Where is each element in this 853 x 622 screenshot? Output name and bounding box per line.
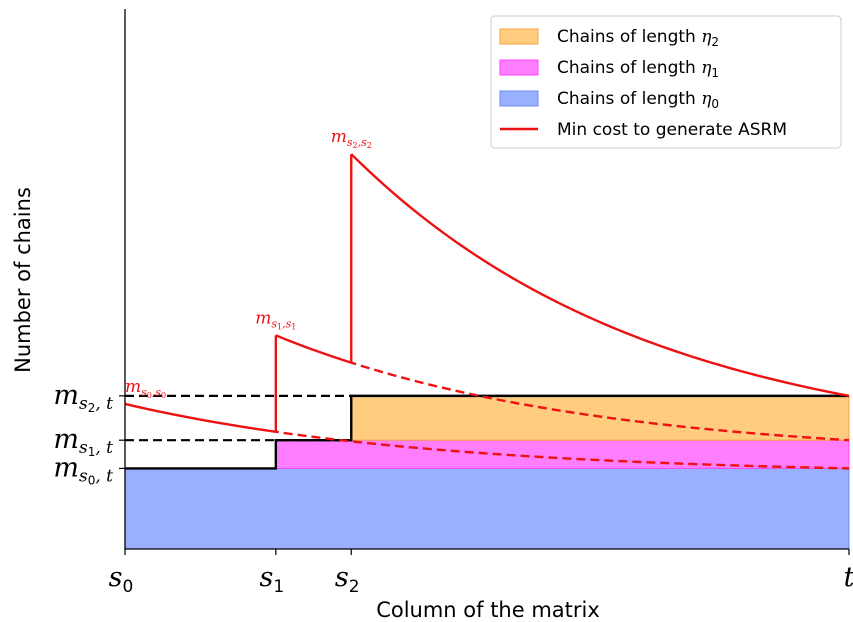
ann-ms2s2: ms2,s2: [331, 127, 372, 150]
x-tick-label-s0: s0: [109, 562, 134, 597]
y-tick-label-ms1t: ms1, t: [53, 424, 113, 459]
x-axis-label: Column of the matrix: [376, 598, 600, 622]
legend-label-eta0: Chains of length η0: [557, 89, 719, 111]
area-eta2: [350, 395, 850, 441]
area-layer: [124, 395, 850, 550]
ann-ms0s0: ms0,s0: [125, 377, 166, 400]
min-cost-curve-dashed-0: [269, 429, 850, 470]
x-tick-label-t: t: [844, 562, 853, 593]
legend-swatch-eta2: [499, 28, 539, 45]
y-tick-label-ms0t: ms0, t: [53, 452, 113, 487]
area-eta1: [275, 439, 850, 469]
min-cost-curve-dashed-1: [347, 360, 850, 442]
area-eta0: [124, 467, 850, 550]
x-tick-label-s2: s2: [335, 562, 360, 597]
min-cost-curve-1: [275, 334, 348, 363]
y-axis-label: Number of chains: [11, 187, 35, 373]
dashed-level-layer: [125, 394, 352, 442]
min-cost-layer: [124, 153, 850, 470]
legend-label-min-cost: Min cost to generate ASRM: [557, 120, 787, 140]
x-tick-label-s1: s1: [259, 562, 284, 597]
plot-frame: [124, 9, 849, 550]
y-tick-label-ms2t: ms2, t: [53, 380, 113, 415]
min-cost-curve-2: [350, 153, 850, 398]
legend-label-eta1: Chains of length η1: [557, 58, 719, 80]
legend-swatch-eta0: [499, 90, 539, 107]
legend-frame: [490, 15, 842, 149]
min-cost-curve-0: [124, 402, 270, 433]
ann-ms1s1: ms1,s1: [255, 308, 296, 331]
x-ticks: s0 s1 s2 t: [109, 549, 853, 597]
legend: Chains of length η2 Chains of length η1 Ch…: [490, 15, 842, 149]
legend-swatch-eta1: [499, 59, 539, 76]
peak-annotations: ms0,s0 ms1,s1 ms2,s2: [125, 127, 372, 400]
legend-label-eta2: Chains of length η2: [557, 27, 719, 49]
